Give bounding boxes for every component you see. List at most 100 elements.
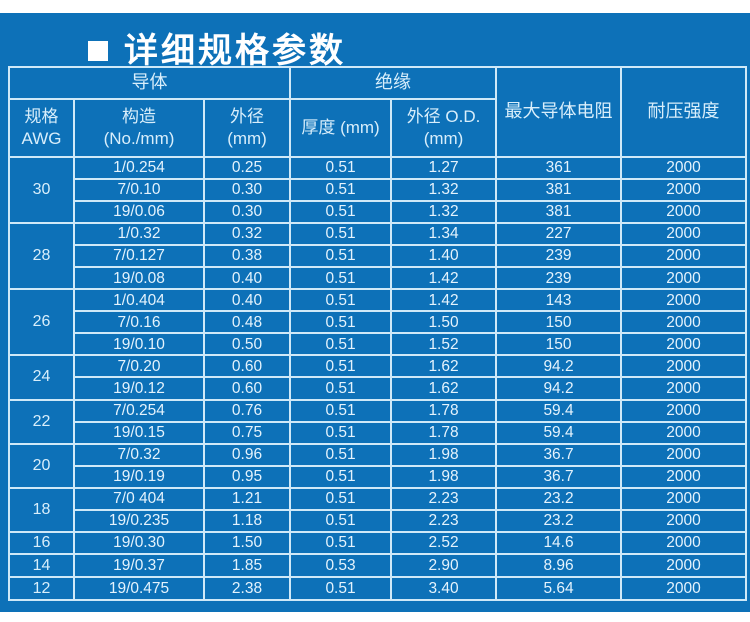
table-cell: 2000 <box>620 420 748 445</box>
table-cell: 7/0.127 <box>73 244 205 269</box>
table-cell: 0.76 <box>202 398 292 423</box>
table-cell: 2.23 <box>390 508 498 533</box>
table-cell: 2000 <box>620 244 748 269</box>
table-cell: 239 <box>495 244 623 269</box>
table-cell: 0.51 <box>289 288 393 313</box>
awg-cell: 20 <box>8 442 75 489</box>
table-cell: 0.51 <box>289 442 393 467</box>
table-row: 19/0.19 0.95 0.51 1.98 36.7 2000 <box>9 464 748 489</box>
table-row: 7/0.127 0.38 0.51 1.40 239 2000 <box>9 244 748 269</box>
table-cell: 0.51 <box>289 420 393 445</box>
table-cell: 2000 <box>620 376 748 401</box>
table-cell: 0.75 <box>202 420 292 445</box>
table-cell: 7/0.20 <box>73 354 205 379</box>
table-cell: 36.7 <box>495 464 623 489</box>
table-cell: 0.51 <box>289 530 393 556</box>
table-cell: 0.30 <box>202 178 292 203</box>
awg-cell: 18 <box>8 486 75 533</box>
table-cell: 0.51 <box>289 310 393 335</box>
header-conductor-group: 导体 <box>7 66 292 100</box>
table-cell: 1.85 <box>202 553 292 579</box>
table-cell: 1.78 <box>390 420 498 445</box>
table-row: 19/0.235 1.18 0.51 2.23 23.2 2000 <box>9 508 748 533</box>
table-row: 12 19/0.475 2.38 0.51 3.40 5.64 2000 <box>8 576 748 601</box>
table-cell: 1/0.404 <box>73 288 205 313</box>
table-cell: 23.2 <box>495 486 623 511</box>
table-cell: 1.18 <box>202 508 292 533</box>
table-row: 19/0.08 0.40 0.51 1.42 239 2000 <box>9 266 748 291</box>
table-cell: 381 <box>495 200 623 225</box>
header-thickness: 厚度 (mm) <box>289 98 393 158</box>
table-cell: 0.51 <box>289 486 393 511</box>
table-cell: 8.96 <box>495 553 623 579</box>
table-cell: 2000 <box>620 442 748 467</box>
table-cell: 2000 <box>620 155 748 181</box>
table-cell: 2000 <box>620 354 748 379</box>
section-title: 详细规格参数 <box>88 23 346 71</box>
spec-table-body: 30 1/0.254 0.25 0.51 1.27 361 2000 7/0.10 0.30 0.… <box>8 155 748 601</box>
header-spec-awg: 规格 AWG <box>8 98 75 158</box>
table-cell: 2.90 <box>390 553 498 579</box>
table-row: 26 1/0.404 0.40 0.51 1.42 143 2000 <box>8 288 748 357</box>
table-cell: 1.21 <box>202 486 292 511</box>
table-cell: 0.30 <box>202 200 292 225</box>
table-cell: 2.52 <box>390 530 498 556</box>
table-cell: 2000 <box>620 508 748 533</box>
table-cell: 0.51 <box>289 376 393 401</box>
table-row: 19/0.15 0.75 0.51 1.78 59.4 2000 <box>9 420 748 445</box>
table-cell: 94.2 <box>495 376 623 401</box>
table-cell: 0.50 <box>202 332 292 357</box>
table-cell: 2000 <box>620 398 748 423</box>
table-cell: 2.38 <box>202 576 292 601</box>
table-row: 22 7/0.254 0.76 0.51 1.78 59.4 2000 <box>8 398 748 445</box>
table-cell: 2000 <box>620 200 748 225</box>
table-cell: 7/0.32 <box>73 442 205 467</box>
table-row: 19/0.10 0.50 0.51 1.52 150 2000 <box>9 332 748 357</box>
table-row: 19/0.12 0.60 0.51 1.62 94.2 2000 <box>9 376 748 401</box>
table-cell: 2000 <box>620 486 748 511</box>
table-cell: 1.98 <box>390 464 498 489</box>
table-row: 30 1/0.254 0.25 0.51 1.27 361 2000 <box>8 155 748 225</box>
spec-table-header: 导体 绝缘 最大导体电阻 耐压强度 规格 AWG 构造 (No./mm) 外径 … <box>7 66 748 158</box>
table-cell: 0.51 <box>289 222 393 247</box>
section-title-text: 详细规格参数 <box>124 31 346 70</box>
table-cell: 23.2 <box>495 508 623 533</box>
table-cell: 0.51 <box>289 354 393 379</box>
table-cell: 0.51 <box>289 332 393 357</box>
table-cell: 0.53 <box>289 553 393 579</box>
table-cell: 19/0.08 <box>73 266 205 291</box>
table-cell: 0.32 <box>202 222 292 247</box>
table-cell: 19/0.37 <box>73 553 205 579</box>
table-row: 7/0.10 0.30 0.51 1.32 381 2000 <box>9 178 748 203</box>
table-cell: 239 <box>495 266 623 291</box>
table-cell: 2000 <box>620 530 748 556</box>
table-row: 24 7/0.20 0.60 0.51 1.62 94.2 2000 <box>8 354 748 401</box>
header-withstand-voltage: 耐压强度 <box>620 66 748 158</box>
table-cell: 361 <box>495 155 623 181</box>
table-cell: 0.51 <box>289 244 393 269</box>
table-cell: 0.96 <box>202 442 292 467</box>
awg-cell: 24 <box>8 354 75 401</box>
table-row: 20 7/0.32 0.96 0.51 1.98 36.7 2000 <box>8 442 748 489</box>
table-cell: 59.4 <box>495 420 623 445</box>
table-cell: 0.48 <box>202 310 292 335</box>
table-cell: 1.50 <box>390 310 498 335</box>
table-cell: 1.32 <box>390 200 498 225</box>
table-cell: 59.4 <box>495 398 623 423</box>
table-cell: 19/0.475 <box>73 576 205 601</box>
table-cell: 1.62 <box>390 376 498 401</box>
header-insulation-od: 外径 O.D. (mm) <box>390 98 498 158</box>
table-cell: 7/0.10 <box>73 178 205 203</box>
table-cell: 2000 <box>620 576 748 601</box>
table-cell: 94.2 <box>495 354 623 379</box>
table-row: 19/0.06 0.30 0.51 1.32 381 2000 <box>9 200 748 225</box>
table-cell: 0.38 <box>202 244 292 269</box>
table-cell: 2000 <box>620 310 748 335</box>
table-cell: 7/0.254 <box>73 398 205 423</box>
blue-panel: 详细规格参数 导体 绝缘 最大导体电阻 耐压强度 规格 AWG 构造 (No./… <box>0 13 750 612</box>
table-cell: 2000 <box>620 288 748 313</box>
table-cell: 2000 <box>620 553 748 579</box>
table-row: 28 1/0.32 0.32 0.51 1.34 227 2000 <box>8 222 748 291</box>
header-conductor-od: 外径 (mm) <box>202 98 292 158</box>
table-cell: 0.51 <box>289 464 393 489</box>
